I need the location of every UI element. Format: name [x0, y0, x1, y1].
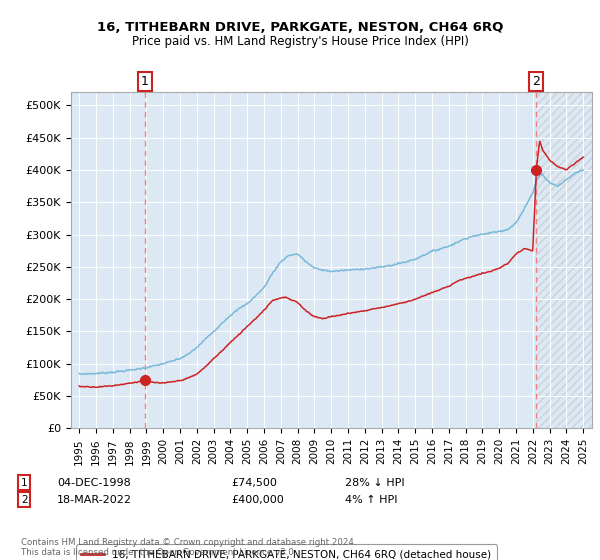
Text: £400,000: £400,000 — [231, 494, 284, 505]
Text: Contains HM Land Registry data © Crown copyright and database right 2024.
This d: Contains HM Land Registry data © Crown c… — [21, 538, 356, 557]
Text: 18-MAR-2022: 18-MAR-2022 — [57, 494, 132, 505]
Text: 4% ↑ HPI: 4% ↑ HPI — [345, 494, 398, 505]
Text: 1: 1 — [141, 75, 149, 88]
Text: 2: 2 — [532, 75, 540, 88]
Text: Price paid vs. HM Land Registry's House Price Index (HPI): Price paid vs. HM Land Registry's House … — [131, 35, 469, 48]
Text: 1: 1 — [21, 478, 28, 488]
Text: 16, TITHEBARN DRIVE, PARKGATE, NESTON, CH64 6RQ: 16, TITHEBARN DRIVE, PARKGATE, NESTON, C… — [97, 21, 503, 34]
Text: 04-DEC-1998: 04-DEC-1998 — [57, 478, 131, 488]
Legend: 16, TITHEBARN DRIVE, PARKGATE, NESTON, CH64 6RQ (detached house), HPI: Average p: 16, TITHEBARN DRIVE, PARKGATE, NESTON, C… — [76, 544, 497, 560]
Text: 28% ↓ HPI: 28% ↓ HPI — [345, 478, 404, 488]
Text: 2: 2 — [21, 494, 28, 505]
Text: £74,500: £74,500 — [231, 478, 277, 488]
Bar — [536, 92, 592, 428]
